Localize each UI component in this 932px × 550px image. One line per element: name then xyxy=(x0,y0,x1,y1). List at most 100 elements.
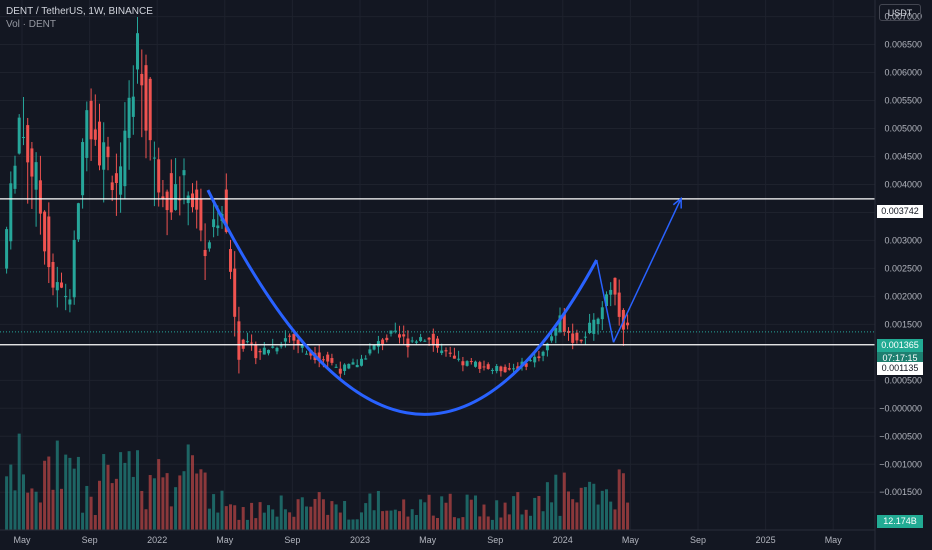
volume-bar xyxy=(165,473,169,530)
volume-bar xyxy=(419,499,423,530)
currency-button[interactable]: USDT xyxy=(879,4,921,21)
x-tick-label: May xyxy=(216,535,234,545)
volume-bar xyxy=(220,490,224,530)
volume-bar xyxy=(30,488,34,530)
candle-body xyxy=(30,148,34,177)
volume-bar xyxy=(351,519,355,530)
candle-body xyxy=(347,363,351,369)
volume-bar xyxy=(288,512,292,530)
volume-bar xyxy=(89,496,93,530)
candle-body xyxy=(22,137,25,139)
volume-bar xyxy=(254,518,258,530)
candle-body xyxy=(550,336,554,341)
candle-body xyxy=(461,361,465,366)
volume-bar xyxy=(136,450,139,530)
volume-bar xyxy=(186,444,190,530)
volume-bar xyxy=(583,487,587,530)
candle-body xyxy=(575,332,579,341)
candle-body xyxy=(423,340,427,342)
handle-line xyxy=(595,259,615,343)
candle-body xyxy=(271,346,275,348)
volume-bar xyxy=(393,509,397,530)
volume-bar xyxy=(224,506,228,530)
y-tick-label: 0.003000 xyxy=(884,235,922,245)
volume-bar xyxy=(271,509,275,530)
x-tick-label: Sep xyxy=(82,535,98,545)
volume-bar xyxy=(461,517,465,530)
candle-body xyxy=(267,349,270,354)
pattern-drawings[interactable] xyxy=(206,189,682,416)
volume-bar xyxy=(250,502,254,530)
candle-body xyxy=(393,330,397,332)
volume-bar xyxy=(558,515,562,530)
volume-bar xyxy=(161,477,165,530)
volume-bar xyxy=(144,509,148,530)
volume-bar xyxy=(55,440,59,530)
volume-bar xyxy=(398,511,401,530)
candle-body xyxy=(562,314,566,333)
volume-bar xyxy=(51,489,55,530)
volume-bar xyxy=(157,459,161,530)
volume-bar xyxy=(64,454,68,530)
volume-bar xyxy=(621,473,625,530)
candle-body xyxy=(486,364,490,369)
horizontal-levels[interactable] xyxy=(0,198,875,346)
candle-body xyxy=(51,261,55,288)
x-tick-label: Sep xyxy=(284,535,300,545)
candle-body xyxy=(579,339,583,342)
x-tick-label: May xyxy=(622,535,640,545)
last-price-label: 0.001365 xyxy=(877,339,923,352)
candle-body xyxy=(144,65,148,131)
candle-body xyxy=(13,165,17,189)
chart-title: DENT / TetherUS, 1W, BINANCE xyxy=(6,6,153,17)
candle-body xyxy=(326,354,330,362)
candle-body xyxy=(368,349,372,354)
candle-body xyxy=(17,117,21,154)
candle-body xyxy=(161,196,165,199)
projection-arrow xyxy=(612,198,682,343)
candle-body xyxy=(136,33,139,70)
candle-body xyxy=(237,321,241,360)
y-tick-label: −0.001000 xyxy=(879,459,922,469)
candle-body xyxy=(114,173,118,184)
volume-bar xyxy=(571,499,575,530)
candle-body xyxy=(9,183,13,242)
candle-body xyxy=(279,345,283,347)
y-tick-label: 0.000500 xyxy=(884,375,922,385)
volume-bar xyxy=(81,512,85,530)
volume-bar xyxy=(414,514,418,530)
volume-bar xyxy=(330,501,334,530)
x-tick-label: 2023 xyxy=(350,535,370,545)
volume-bar xyxy=(550,502,554,530)
candle-body xyxy=(43,211,47,252)
candle-body xyxy=(596,318,600,325)
candle-body xyxy=(89,100,93,140)
volume-bar xyxy=(98,480,101,530)
volume-bar xyxy=(9,464,13,530)
y-tick-label: 0.007000 xyxy=(884,12,922,22)
volume-bar xyxy=(207,508,211,530)
candle-body xyxy=(558,315,562,332)
candle-body xyxy=(254,344,258,359)
y-tick-label: 0.002000 xyxy=(884,291,922,301)
candle-body xyxy=(106,146,110,158)
y-tick-label: 0.006500 xyxy=(884,40,922,50)
candle-body xyxy=(55,282,59,291)
y-tick-label: −0.001500 xyxy=(879,487,922,497)
candle-body xyxy=(507,368,511,370)
volume-bar xyxy=(26,492,30,530)
volume-bar xyxy=(507,514,511,530)
volume-bar xyxy=(76,456,80,530)
volume-bar xyxy=(512,496,516,530)
volume-bar xyxy=(588,481,592,530)
volume-bar xyxy=(537,496,541,530)
candle-body xyxy=(64,295,68,298)
y-tick-label: −0.000000 xyxy=(879,403,922,413)
candle-body xyxy=(76,203,80,240)
candle-body xyxy=(338,368,342,374)
candle-body xyxy=(490,369,494,371)
volume-bar xyxy=(567,491,570,530)
volume-bar xyxy=(43,460,47,530)
candle-body xyxy=(503,366,507,373)
